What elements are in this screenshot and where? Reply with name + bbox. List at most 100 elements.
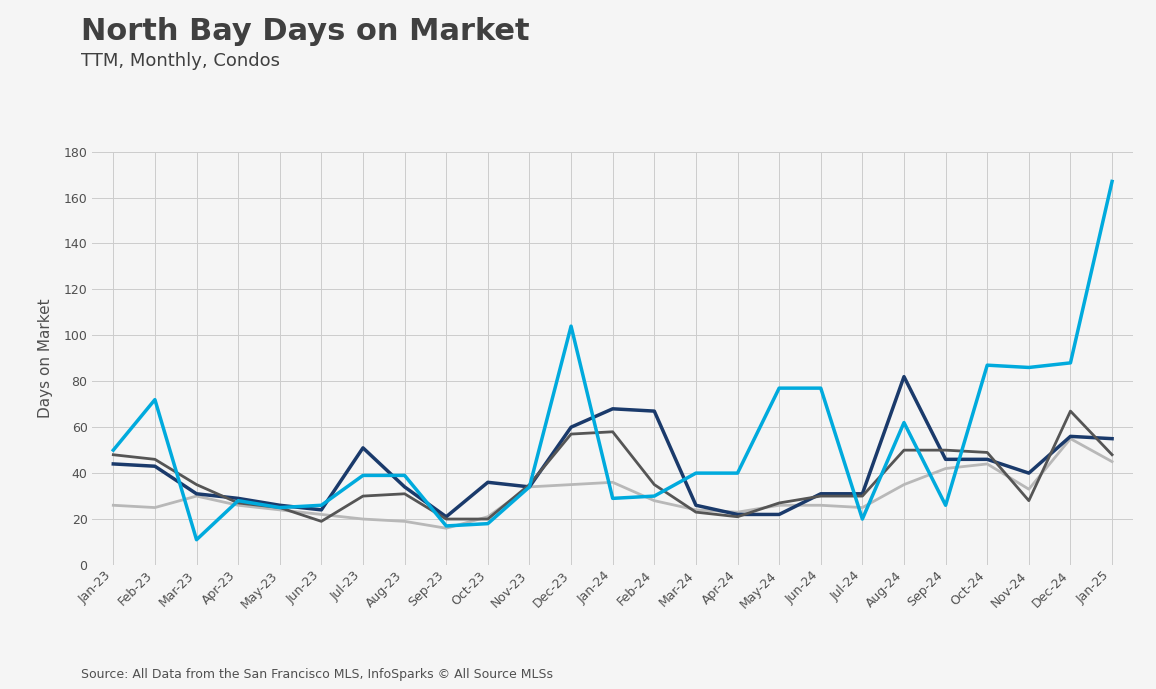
- Sonoma: [980, 460, 994, 468]
- Marin: [980, 455, 994, 464]
- Napa: [523, 483, 536, 491]
- Sonoma: [190, 492, 203, 500]
- Sonoma: [106, 501, 120, 509]
- Solano: [772, 499, 786, 507]
- Sonoma: [939, 464, 953, 473]
- Marin: [273, 501, 287, 509]
- Solano: [481, 515, 495, 523]
- Solano: [106, 451, 120, 459]
- Sonoma: [1022, 485, 1036, 493]
- Solano: [273, 504, 287, 512]
- Napa: [939, 501, 953, 509]
- Solano: [564, 430, 578, 438]
- Napa: [689, 469, 703, 477]
- Solano: [190, 480, 203, 489]
- Line: Solano: Solano: [113, 411, 1112, 522]
- Sonoma: [231, 501, 245, 509]
- Napa: [772, 384, 786, 392]
- Solano: [939, 446, 953, 454]
- Text: Source: All Data from the San Francisco MLS, InfoSparks © All Source MLSs: Source: All Data from the San Francisco …: [81, 668, 553, 681]
- Solano: [1022, 497, 1036, 505]
- Sonoma: [523, 483, 536, 491]
- Solano: [606, 428, 620, 436]
- Solano: [148, 455, 162, 464]
- Marin: [231, 494, 245, 502]
- Napa: [1105, 177, 1119, 185]
- Marin: [606, 404, 620, 413]
- Napa: [814, 384, 828, 392]
- Marin: [855, 490, 869, 498]
- Napa: [1022, 363, 1036, 371]
- Solano: [523, 480, 536, 489]
- Napa: [606, 494, 620, 502]
- Marin: [731, 511, 744, 519]
- Solano: [647, 480, 661, 489]
- Marin: [1105, 435, 1119, 443]
- Sonoma: [897, 480, 911, 489]
- Napa: [148, 395, 162, 404]
- Marin: [314, 506, 328, 514]
- Napa: [897, 418, 911, 426]
- Sonoma: [772, 501, 786, 509]
- Sonoma: [814, 501, 828, 509]
- Marin: [356, 444, 370, 452]
- Marin: [897, 373, 911, 381]
- Sonoma: [564, 480, 578, 489]
- Sonoma: [1105, 457, 1119, 466]
- Sonoma: [606, 478, 620, 486]
- Marin: [1064, 432, 1077, 440]
- Sonoma: [273, 506, 287, 514]
- Marin: [106, 460, 120, 468]
- Sonoma: [314, 511, 328, 519]
- Napa: [731, 469, 744, 477]
- Napa: [564, 322, 578, 330]
- Sonoma: [439, 524, 453, 533]
- Y-axis label: Days on Market: Days on Market: [38, 298, 53, 418]
- Marin: [523, 483, 536, 491]
- Sonoma: [647, 497, 661, 505]
- Sonoma: [855, 504, 869, 512]
- Marin: [190, 490, 203, 498]
- Sonoma: [689, 506, 703, 514]
- Solano: [689, 508, 703, 516]
- Solano: [897, 446, 911, 454]
- Solano: [980, 449, 994, 457]
- Solano: [731, 513, 744, 521]
- Solano: [231, 499, 245, 507]
- Solano: [439, 515, 453, 523]
- Marin: [647, 407, 661, 415]
- Marin: [481, 478, 495, 486]
- Napa: [1064, 359, 1077, 367]
- Text: North Bay Days on Market: North Bay Days on Market: [81, 17, 529, 46]
- Napa: [398, 471, 412, 480]
- Marin: [689, 501, 703, 509]
- Solano: [314, 517, 328, 526]
- Solano: [1064, 407, 1077, 415]
- Napa: [855, 515, 869, 523]
- Napa: [231, 497, 245, 505]
- Line: Marin: Marin: [113, 377, 1112, 517]
- Napa: [314, 501, 328, 509]
- Napa: [273, 504, 287, 512]
- Napa: [980, 361, 994, 369]
- Marin: [939, 455, 953, 464]
- Marin: [398, 483, 412, 491]
- Sonoma: [398, 517, 412, 526]
- Text: TTM, Monthly, Condos: TTM, Monthly, Condos: [81, 52, 280, 70]
- Sonoma: [481, 513, 495, 521]
- Solano: [356, 492, 370, 500]
- Napa: [439, 522, 453, 530]
- Marin: [148, 462, 162, 471]
- Marin: [564, 423, 578, 431]
- Marin: [772, 511, 786, 519]
- Napa: [356, 471, 370, 480]
- Solano: [814, 492, 828, 500]
- Solano: [1105, 451, 1119, 459]
- Marin: [814, 490, 828, 498]
- Marin: [439, 513, 453, 521]
- Napa: [190, 535, 203, 544]
- Line: Sonoma: Sonoma: [113, 439, 1112, 528]
- Sonoma: [1064, 435, 1077, 443]
- Sonoma: [356, 515, 370, 523]
- Solano: [855, 492, 869, 500]
